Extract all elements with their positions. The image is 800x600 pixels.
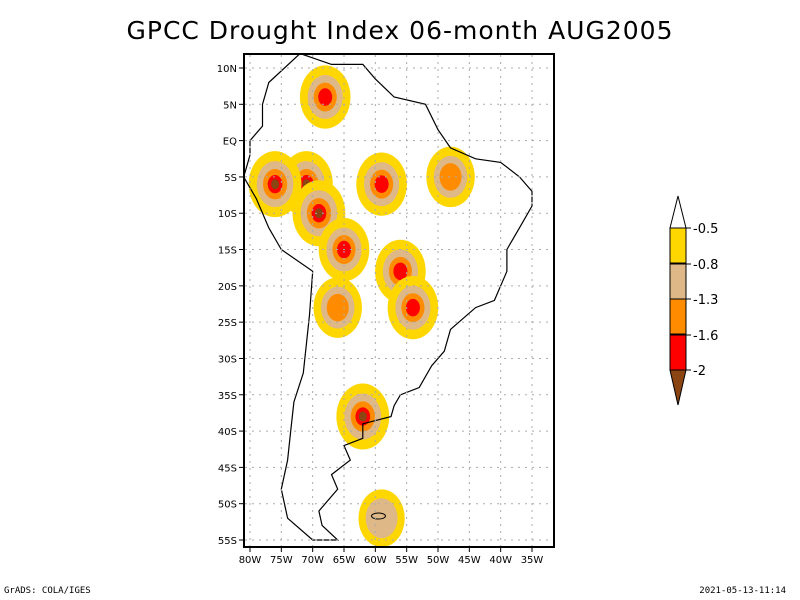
legend-swatch-below	[669, 369, 687, 406]
drought-region-para-central	[374, 175, 389, 193]
x-tick-label: 65W	[333, 555, 356, 566]
y-tick-label: 5S	[224, 173, 237, 184]
drought-region-peru-amazon	[271, 179, 280, 190]
footer-timestamp: 2021-05-13-11:14	[699, 586, 786, 596]
drought-region-venezuela	[318, 88, 333, 106]
y-tick-label: 50S	[218, 500, 237, 511]
legend-swatch	[669, 263, 687, 300]
drought-region-pampas-argentina	[358, 411, 367, 422]
legend-swatch	[669, 227, 687, 264]
drought-region-parana-paraguay	[405, 298, 420, 317]
y-tick-label: 35S	[218, 391, 237, 402]
y-axis: 10N 5N EQ 5S 10S 15S 20S 25S 30S 35S 40S 45S 50S 55S	[217, 64, 244, 547]
x-tick-label: 55W	[395, 555, 418, 566]
y-tick-label: 25S	[218, 318, 237, 329]
coastline	[244, 54, 533, 541]
x-tick-label: 60W	[364, 555, 387, 566]
y-tick-label: 10N	[217, 64, 237, 75]
legend-label: -0.8	[693, 258, 718, 273]
y-tick-label: 20S	[218, 282, 237, 293]
y-tick-label: 30S	[218, 354, 237, 365]
x-tick-label: 35W	[521, 555, 544, 566]
y-tick-label: 15S	[218, 246, 237, 257]
legend-swatch	[669, 298, 687, 335]
drought-region-acre-rondonia	[314, 208, 323, 219]
y-tick-label: EQ	[223, 137, 237, 148]
grid-layer	[245, 55, 553, 546]
map-frame	[243, 53, 555, 548]
legend-label: -1.6	[693, 329, 718, 344]
x-tick-label: 50W	[427, 555, 450, 566]
drought-region-maranhao	[439, 163, 462, 191]
legend-swatch-above	[669, 195, 687, 229]
x-tick-label: 70W	[301, 555, 324, 566]
x-tick-label: 40W	[489, 555, 512, 566]
x-axis: 80W 75W 70W 65W 60W 55W 50W 45W 40W 35W	[239, 547, 544, 566]
x-tick-label: 75W	[270, 555, 293, 566]
drought-region-falklands	[365, 498, 398, 539]
drought-fill-layer	[248, 65, 475, 547]
footer-credit: GrADS: COLA/IGES	[4, 586, 91, 596]
legend-label: -1.3	[693, 293, 718, 308]
x-tick-label: 80W	[239, 555, 262, 566]
y-tick-label: 40S	[218, 427, 237, 438]
y-tick-label: 5N	[223, 100, 237, 111]
y-tick-label: 45S	[218, 463, 237, 474]
legend-label: -0.5	[693, 222, 718, 237]
legend-label: -2	[693, 364, 706, 379]
chart-title: GPCC Drought Index 06-month AUG2005	[126, 16, 674, 45]
legend-swatch	[669, 334, 687, 371]
drought-region-northern-andes-argentina	[326, 293, 349, 322]
y-tick-label: 10S	[218, 209, 237, 220]
drought-region-mato-grosso-sul	[393, 262, 408, 281]
coastline-layer	[244, 54, 533, 541]
colorbar-legend: -0.5 -0.8 -1.3 -1.6 -2	[669, 195, 718, 406]
y-tick-label: 55S	[218, 536, 237, 547]
x-tick-label: 45W	[458, 555, 481, 566]
falklands-outline	[370, 512, 386, 520]
